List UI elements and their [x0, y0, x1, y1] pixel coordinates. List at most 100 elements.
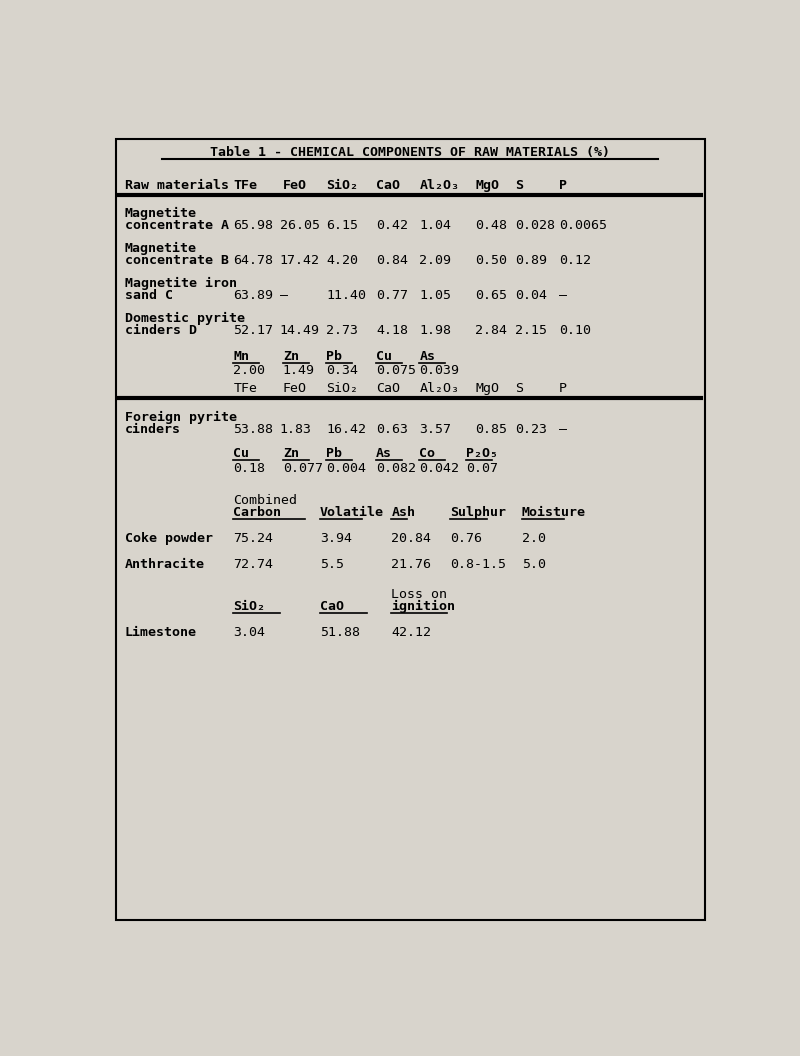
Text: 2.00: 2.00	[234, 364, 266, 377]
Text: SiO₂: SiO₂	[234, 600, 266, 612]
Text: As: As	[376, 447, 392, 460]
Text: sand C: sand C	[125, 289, 173, 302]
Text: 17.42: 17.42	[280, 254, 320, 267]
Text: ignition: ignition	[391, 600, 455, 612]
Text: 21.76: 21.76	[391, 558, 431, 570]
Text: concentrate B: concentrate B	[125, 254, 229, 267]
Text: 75.24: 75.24	[234, 532, 274, 546]
Text: 1.05: 1.05	[419, 289, 451, 302]
Text: Zn: Zn	[283, 447, 299, 460]
Text: 42.12: 42.12	[391, 626, 431, 639]
Text: 64.78: 64.78	[234, 254, 274, 267]
Text: 0.04: 0.04	[515, 289, 547, 302]
Text: Magnetite: Magnetite	[125, 207, 197, 221]
Text: Cu: Cu	[376, 350, 392, 362]
Text: P: P	[558, 382, 566, 395]
Text: CaO: CaO	[320, 600, 344, 612]
Text: 14.49: 14.49	[280, 324, 320, 337]
Text: 1.04: 1.04	[419, 220, 451, 232]
Text: FeO: FeO	[283, 382, 307, 395]
Text: CaO: CaO	[376, 382, 400, 395]
Text: 0.89: 0.89	[515, 254, 547, 267]
Text: 72.74: 72.74	[234, 558, 274, 570]
Text: As: As	[419, 350, 435, 362]
Text: Zn: Zn	[283, 350, 299, 362]
Text: 0.042: 0.042	[419, 461, 459, 475]
Text: 3.04: 3.04	[234, 626, 266, 639]
Text: CaO: CaO	[376, 178, 400, 192]
Text: 63.89: 63.89	[234, 289, 274, 302]
Text: —: —	[558, 422, 566, 436]
Text: P: P	[558, 178, 566, 192]
Text: Combined: Combined	[234, 494, 298, 507]
Text: 4.20: 4.20	[326, 254, 358, 267]
Text: 0.075: 0.075	[376, 364, 416, 377]
Text: 0.65: 0.65	[475, 289, 507, 302]
Text: 1.98: 1.98	[419, 324, 451, 337]
Text: Ash: Ash	[391, 507, 415, 520]
Text: 0.077: 0.077	[283, 461, 323, 475]
Text: 0.23: 0.23	[515, 422, 547, 436]
Text: P₂O₅: P₂O₅	[466, 447, 498, 460]
Text: —: —	[558, 289, 566, 302]
Text: 5.0: 5.0	[522, 558, 546, 570]
Text: SiO₂: SiO₂	[326, 178, 358, 192]
Text: 2.84: 2.84	[475, 324, 507, 337]
Text: 0.082: 0.082	[376, 461, 416, 475]
Text: TFe: TFe	[234, 382, 258, 395]
Text: concentrate A: concentrate A	[125, 220, 229, 232]
Text: 1.83: 1.83	[280, 422, 312, 436]
Text: 0.63: 0.63	[376, 422, 408, 436]
Text: cinders: cinders	[125, 422, 181, 436]
Text: 0.18: 0.18	[234, 461, 266, 475]
Text: 0.07: 0.07	[466, 461, 498, 475]
Text: 0.50: 0.50	[475, 254, 507, 267]
Text: Coke powder: Coke powder	[125, 532, 213, 546]
Text: 51.88: 51.88	[320, 626, 360, 639]
Text: 65.98: 65.98	[234, 220, 274, 232]
Text: Magnetite iron: Magnetite iron	[125, 277, 237, 290]
Text: 6.15: 6.15	[326, 220, 358, 232]
Text: 0.8-1.5: 0.8-1.5	[450, 558, 506, 570]
Text: 0.48: 0.48	[475, 220, 507, 232]
Text: 3.94: 3.94	[320, 532, 352, 546]
Text: FeO: FeO	[283, 178, 307, 192]
Text: 0.84: 0.84	[376, 254, 408, 267]
Text: —: —	[280, 289, 288, 302]
Text: 0.76: 0.76	[450, 532, 482, 546]
Text: 0.0065: 0.0065	[558, 220, 606, 232]
Text: 0.004: 0.004	[326, 461, 366, 475]
Text: S: S	[515, 382, 523, 395]
Text: 5.5: 5.5	[320, 558, 344, 570]
Text: Loss on: Loss on	[391, 588, 447, 601]
Text: 0.85: 0.85	[475, 422, 507, 436]
Text: cinders D: cinders D	[125, 324, 197, 337]
Text: 20.84: 20.84	[391, 532, 431, 546]
Text: 2.0: 2.0	[522, 532, 546, 546]
Text: 52.17: 52.17	[234, 324, 274, 337]
Text: Anthracite: Anthracite	[125, 558, 205, 570]
Text: 4.18: 4.18	[376, 324, 408, 337]
Text: Al₂O₃: Al₂O₃	[419, 178, 459, 192]
Text: Co: Co	[419, 447, 435, 460]
Text: Raw materials: Raw materials	[125, 178, 229, 192]
Text: Limestone: Limestone	[125, 626, 197, 639]
Text: Pb: Pb	[326, 350, 342, 362]
Text: 0.039: 0.039	[419, 364, 459, 377]
Text: 16.42: 16.42	[326, 422, 366, 436]
Text: Carbon: Carbon	[234, 507, 282, 520]
Text: Moisture: Moisture	[522, 507, 586, 520]
Text: 0.34: 0.34	[326, 364, 358, 377]
Text: 2.15: 2.15	[515, 324, 547, 337]
Text: Domestic pyrite: Domestic pyrite	[125, 313, 245, 325]
Text: 53.88: 53.88	[234, 422, 274, 436]
Text: 0.028: 0.028	[515, 220, 555, 232]
Text: Sulphur: Sulphur	[450, 507, 506, 520]
Text: 2.73: 2.73	[326, 324, 358, 337]
Text: Mn: Mn	[234, 350, 250, 362]
Text: Volatile: Volatile	[320, 507, 384, 520]
Text: TFe: TFe	[234, 178, 258, 192]
Text: 3.57: 3.57	[419, 422, 451, 436]
Text: 0.10: 0.10	[558, 324, 590, 337]
Text: Magnetite: Magnetite	[125, 242, 197, 256]
